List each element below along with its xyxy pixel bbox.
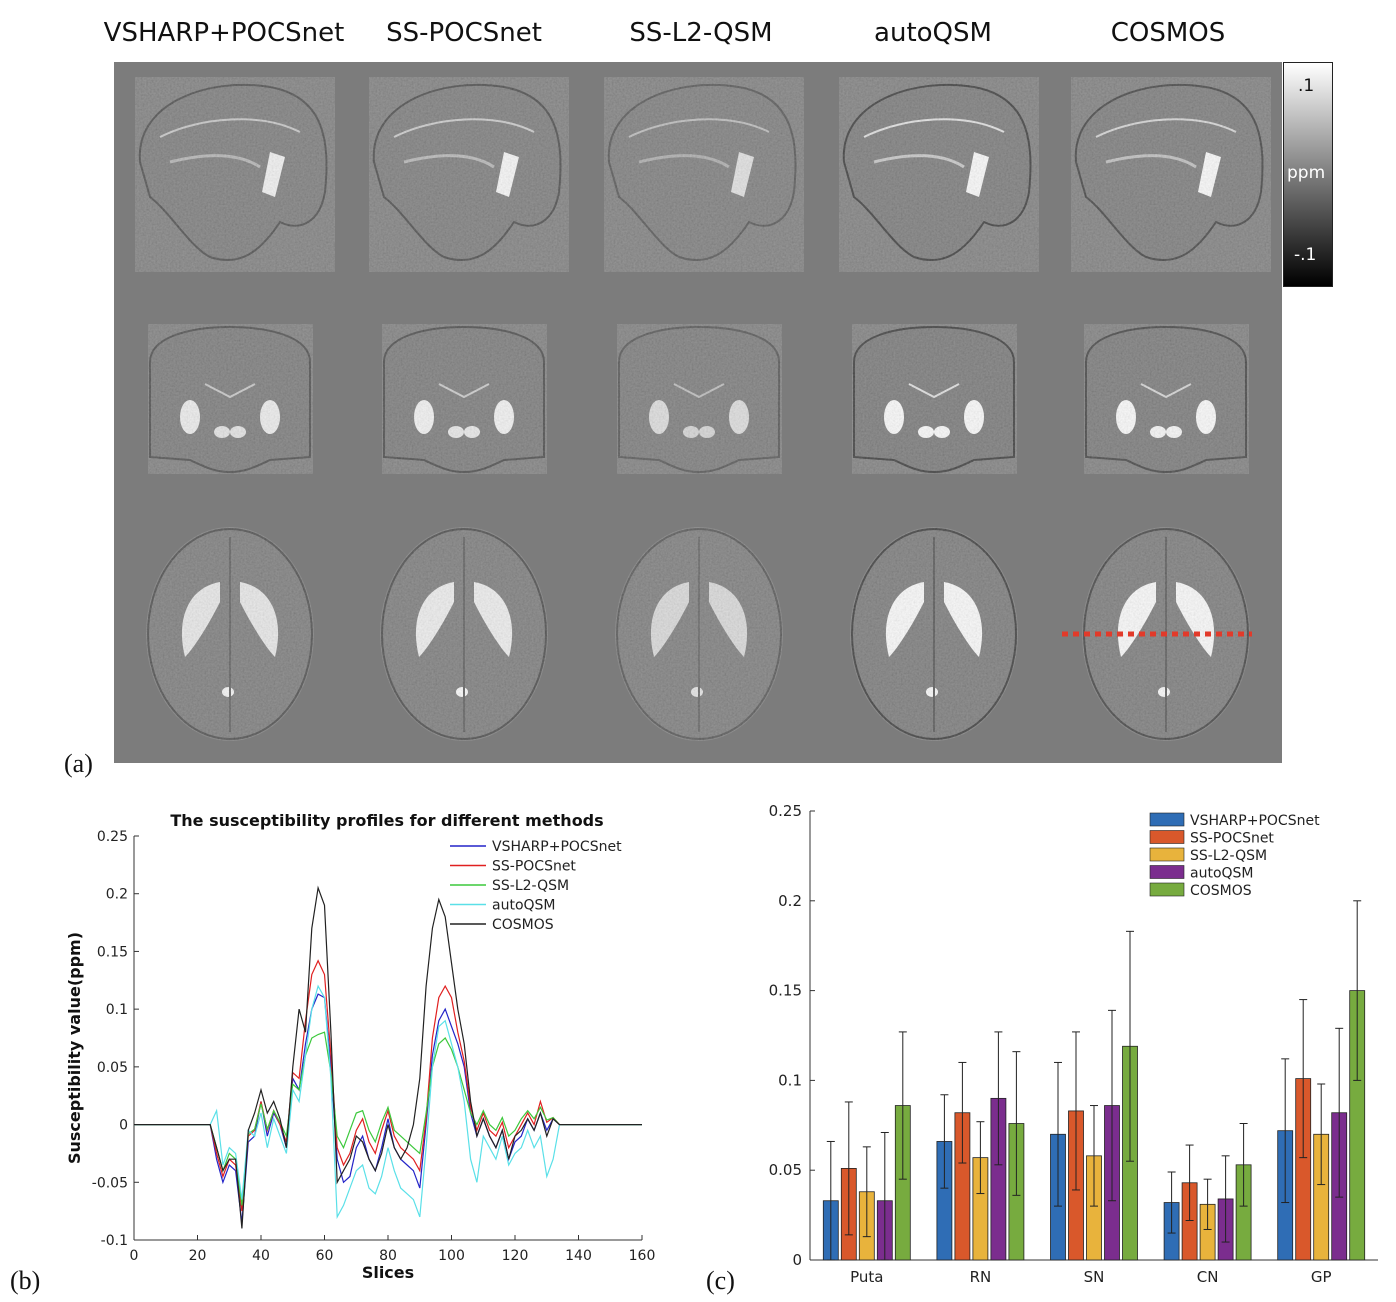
legend-label: autoQSM — [1190, 866, 1254, 882]
texture-overlay — [1071, 77, 1271, 272]
axial-slice — [146, 527, 314, 741]
series-line-autoqsm — [134, 984, 642, 1220]
texture-overlay — [380, 527, 548, 741]
y-tick-label: 0.15 — [97, 944, 128, 960]
legend-label: VSHARP+POCSnet — [1190, 813, 1320, 829]
legend-swatch — [1149, 812, 1185, 827]
category-label: SN — [1084, 1268, 1105, 1286]
panel-label-c: (c) — [706, 1266, 735, 1295]
colorbar — [1283, 62, 1333, 287]
x-tick-label: 0 — [130, 1248, 139, 1264]
column-title-ss-l2-qsm: SS-L2-QSM — [629, 18, 773, 48]
category-label: RN — [970, 1268, 992, 1286]
y-axis-label: Susceptibility value(ppm) — [65, 932, 84, 1164]
legend-label: COSMOS — [1190, 883, 1252, 899]
column-title-ss-pocsnet: SS-POCSnet — [386, 18, 542, 48]
texture-overlay — [617, 324, 782, 474]
y-tick-label: 0.1 — [778, 1071, 802, 1089]
x-tick-label: 20 — [189, 1248, 207, 1264]
legend-swatch — [1149, 865, 1185, 879]
sagittal-slice — [369, 77, 569, 272]
legend-label: SS-POCSnet — [1190, 831, 1274, 847]
series-line-ss-l2-qsm — [134, 1031, 642, 1206]
x-tick-label: 60 — [316, 1248, 334, 1264]
y-tick-label: 0.05 — [769, 1161, 802, 1179]
texture-overlay — [604, 77, 804, 272]
mri-slices-svg — [135, 77, 1271, 741]
y-tick-label: 0.1 — [106, 1002, 128, 1018]
sagittal-slice — [1071, 77, 1271, 272]
coronal-slice — [148, 324, 313, 474]
x-tick-label: 120 — [502, 1248, 529, 1264]
texture-overlay — [839, 77, 1039, 272]
category-label: CN — [1197, 1268, 1219, 1286]
texture-overlay — [146, 527, 314, 741]
colorbar-unit-label: ppm — [1287, 163, 1326, 183]
legend-swatch — [1149, 830, 1185, 844]
y-tick-label: 0.2 — [778, 892, 802, 910]
coronal-slice — [617, 324, 782, 474]
y-tick-label: 0.2 — [106, 887, 128, 903]
colorbar-min-label: -.1 — [1294, 245, 1317, 265]
sagittal-slice — [839, 77, 1039, 272]
column-title-autoqsm: autoQSM — [874, 18, 992, 48]
chart-title: The susceptibility profiles for differen… — [170, 811, 603, 830]
y-tick-label: 0 — [792, 1251, 802, 1269]
y-tick-label: 0.25 — [97, 829, 128, 845]
x-tick-label: 140 — [565, 1248, 592, 1264]
x-tick-label: 160 — [629, 1248, 656, 1264]
column-title-vsharp-pocsnet: VSHARP+POCSnet — [103, 18, 345, 48]
legend-swatch — [1149, 882, 1185, 897]
texture-overlay — [615, 527, 783, 741]
y-tick-label: 0.25 — [769, 802, 802, 820]
x-tick-label: 100 — [438, 1248, 465, 1264]
series-line-cosmos — [134, 885, 642, 1229]
plot-area — [134, 836, 642, 1240]
texture-overlay — [135, 77, 335, 272]
legend-label: SS-POCSnet — [492, 859, 576, 875]
axial-slice — [380, 527, 548, 741]
sagittal-slice — [135, 77, 335, 272]
coronal-slice — [1084, 324, 1249, 474]
x-tick-label: 80 — [379, 1248, 397, 1264]
legend-label: SS-L2-QSM — [1190, 848, 1267, 864]
panel-label-a: (a) — [64, 749, 93, 778]
legend-label: autoQSM — [492, 898, 556, 914]
axial-slice — [850, 527, 1018, 741]
y-tick-label: 0 — [119, 1118, 128, 1134]
coronal-slice — [382, 324, 547, 474]
line-chart: The susceptibility profiles for differen… — [65, 811, 656, 1282]
legend-label: VSHARP+POCSnet — [492, 839, 622, 855]
column-title-cosmos: COSMOS — [1110, 18, 1226, 48]
coronal-slice — [852, 324, 1017, 474]
y-tick-label: -0.1 — [101, 1233, 128, 1249]
mri-image-grid — [114, 62, 1282, 763]
x-axis-label: Slices — [362, 1263, 414, 1282]
texture-overlay — [850, 527, 1018, 741]
legend-swatch — [1149, 847, 1185, 862]
texture-overlay — [852, 324, 1017, 474]
bar-chart: 0 0.05 0.1 0.15 0.2 0.25 Puta RN SN CN GP VSHARP+PO… — [769, 802, 1378, 1286]
texture-overlay — [369, 77, 569, 272]
colorbar-max-label: .1 — [1298, 76, 1315, 96]
texture-overlay — [148, 324, 313, 474]
axial-slice — [615, 527, 783, 741]
texture-overlay — [1084, 324, 1249, 474]
y-tick-label: 0.05 — [97, 1060, 128, 1076]
legend-label: SS-L2-QSM — [492, 878, 569, 894]
legend-label: COSMOS — [492, 917, 554, 933]
texture-overlay — [382, 324, 547, 474]
category-label: Puta — [850, 1268, 883, 1286]
x-tick-label: 40 — [252, 1248, 270, 1264]
panel-label-b: (b) — [10, 1266, 41, 1295]
sagittal-slice — [604, 77, 804, 272]
y-tick-label: -0.05 — [92, 1175, 128, 1191]
y-tick-label: 0.15 — [769, 982, 802, 1000]
category-label: GP — [1311, 1268, 1332, 1286]
